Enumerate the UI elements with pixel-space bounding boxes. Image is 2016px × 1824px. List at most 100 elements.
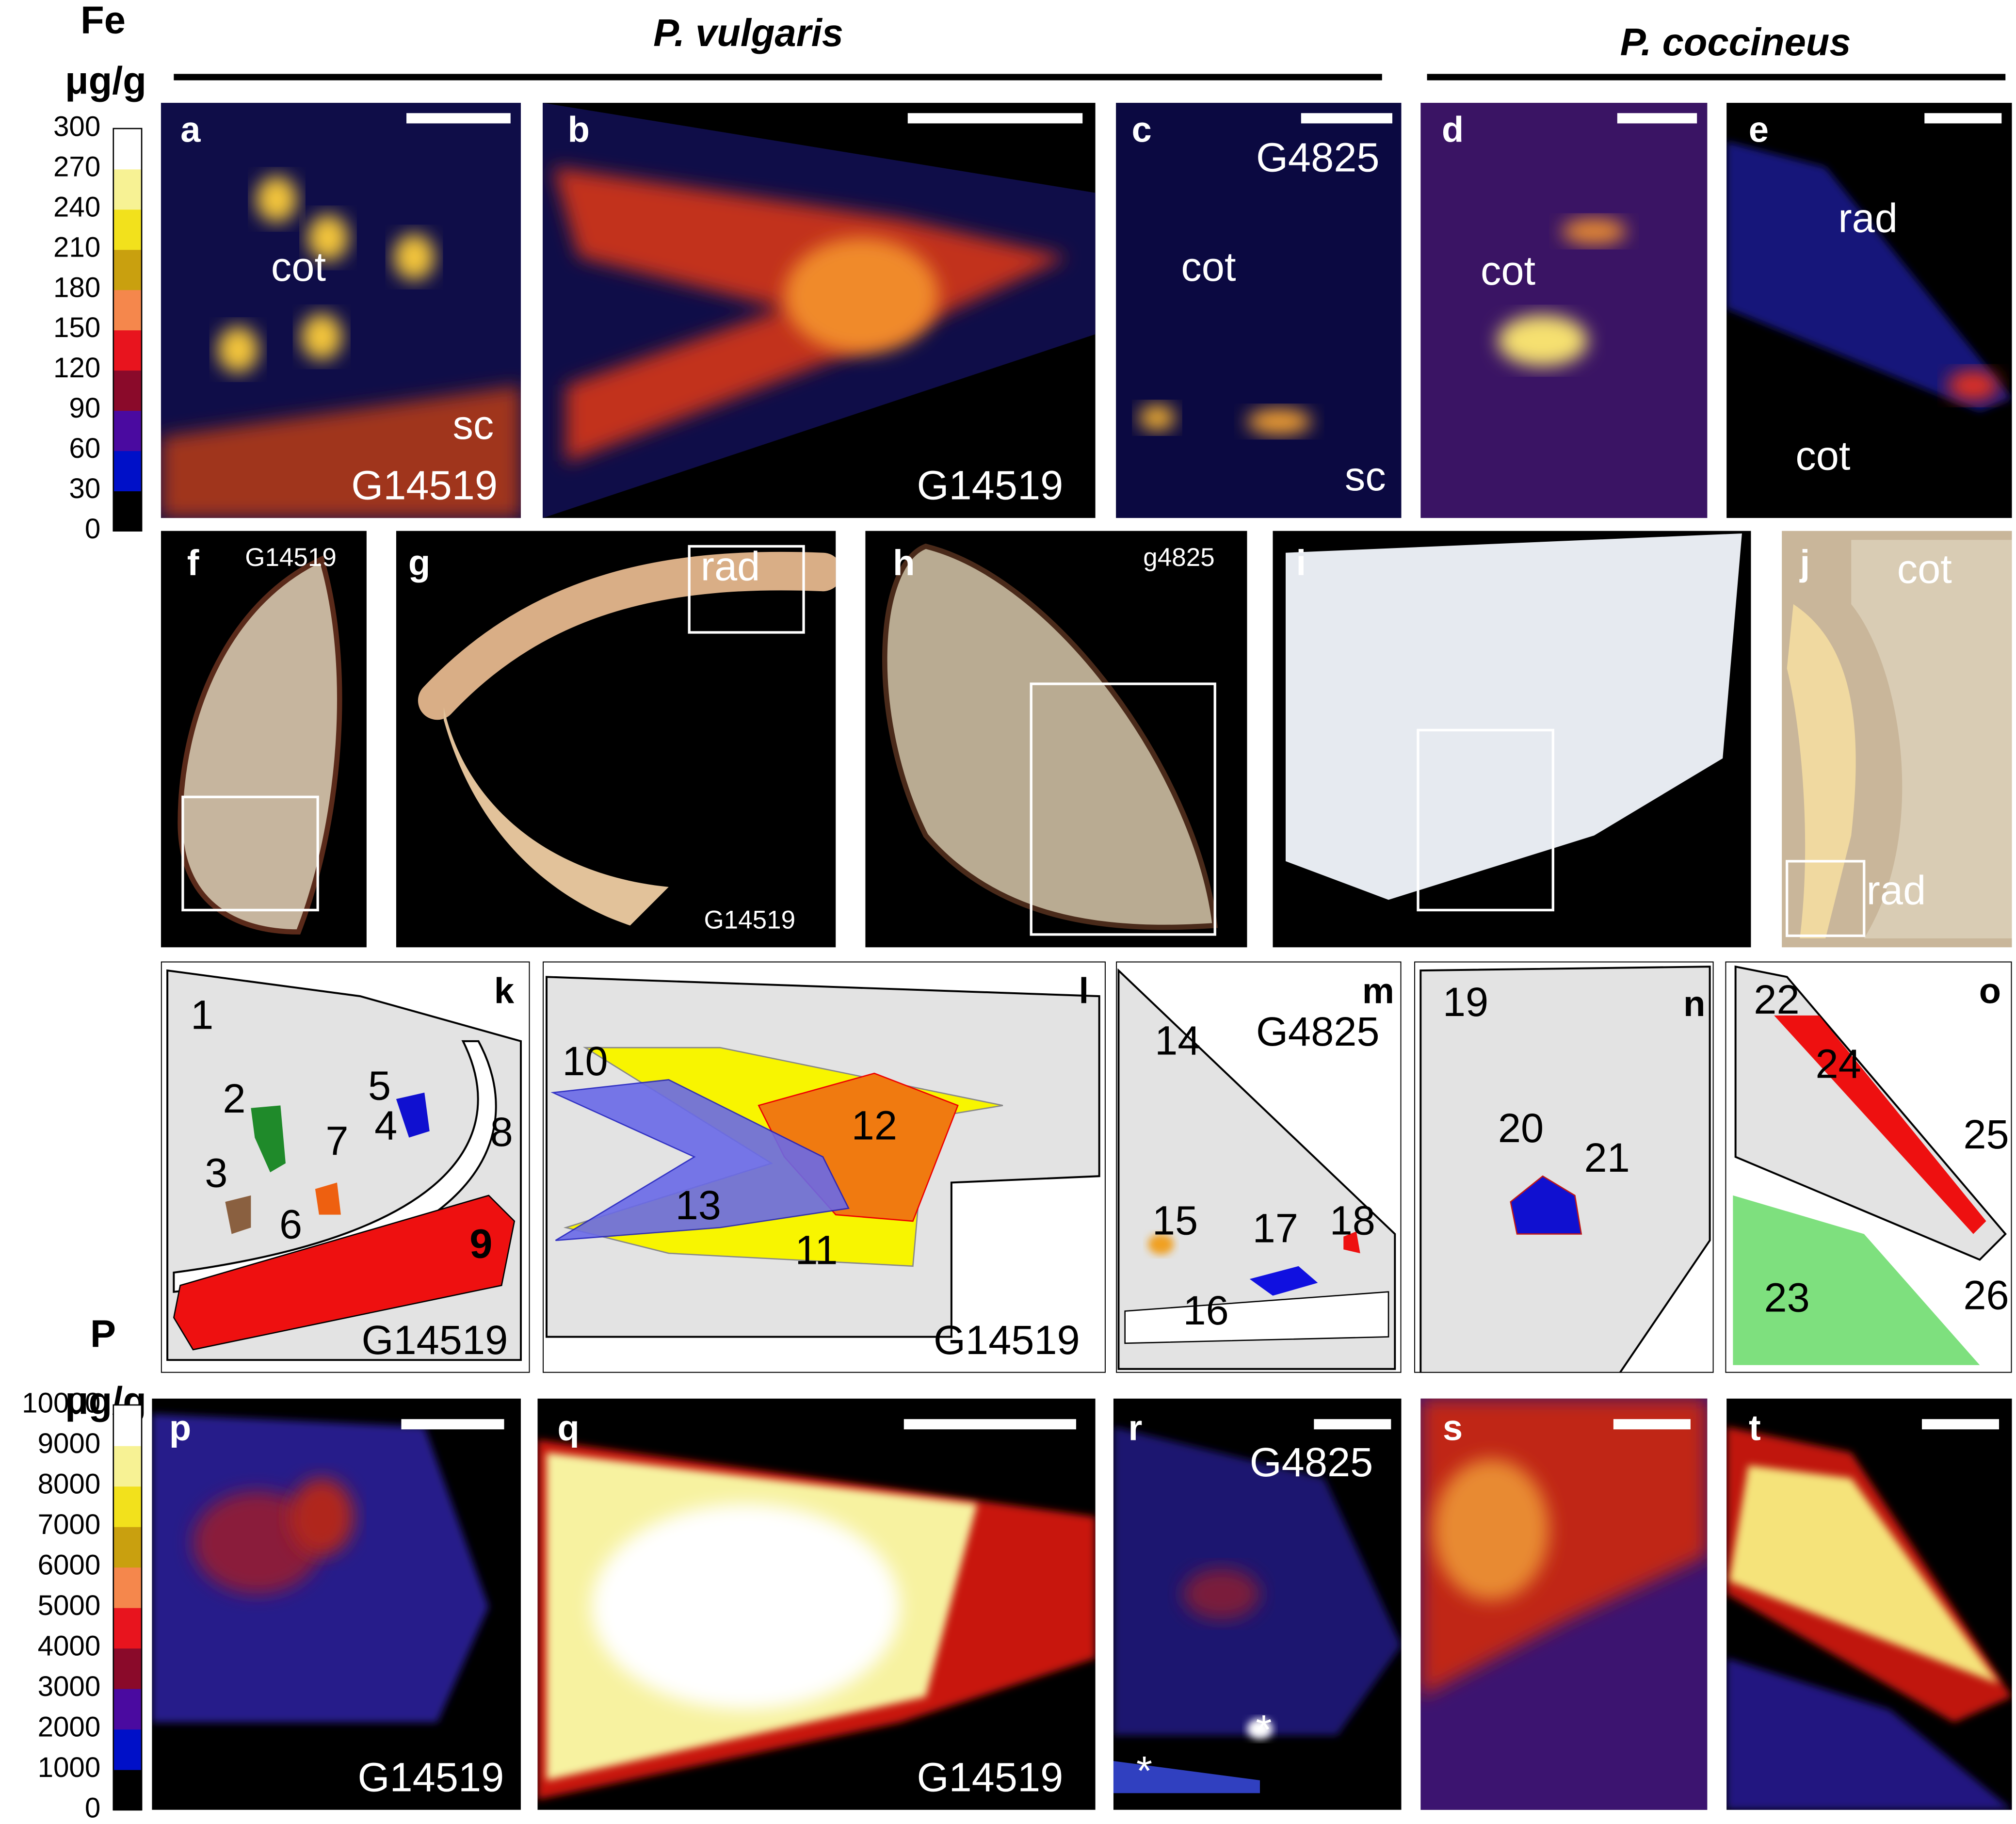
scale-swatch bbox=[113, 1769, 142, 1811]
inset-box bbox=[1417, 728, 1554, 912]
panel-label: cot bbox=[1181, 243, 1236, 290]
panel-letter: q bbox=[557, 1408, 579, 1448]
panel-label: 4 bbox=[374, 1102, 397, 1148]
scale-unit: μg/g bbox=[65, 59, 146, 102]
tissue bbox=[1113, 1427, 1402, 1736]
panel-label: sc bbox=[453, 402, 494, 448]
scale-swatch bbox=[113, 209, 142, 250]
panel-label: cot bbox=[271, 243, 326, 290]
section-outline bbox=[1117, 968, 1396, 1370]
panel-label: 10 bbox=[562, 1038, 608, 1084]
scale-swatch bbox=[113, 450, 142, 492]
scale-swatch bbox=[113, 410, 142, 452]
panel-letter: b bbox=[568, 110, 590, 150]
panel-label: 20 bbox=[1498, 1105, 1544, 1151]
panel-label: G14519 bbox=[358, 1754, 504, 1800]
scale-tick-label: 300 bbox=[53, 111, 100, 142]
scale-tick-label: 240 bbox=[53, 191, 100, 223]
scale-swatch bbox=[113, 370, 142, 411]
scale-tick-label: 1000 bbox=[38, 1752, 101, 1783]
panel-label: 5 bbox=[368, 1062, 391, 1108]
panel-label: G14519 bbox=[934, 1317, 1080, 1363]
scale-tick-label: 9000 bbox=[38, 1428, 101, 1459]
panel bbox=[161, 961, 530, 1373]
tissue bbox=[1726, 1658, 2012, 1810]
signal bbox=[256, 176, 297, 223]
region bbox=[1733, 1195, 1980, 1365]
scale-swatch bbox=[113, 1526, 142, 1568]
scale-swatch bbox=[113, 249, 142, 291]
panel-label: rad bbox=[701, 543, 760, 589]
scale-element: Fe bbox=[81, 0, 126, 42]
panel-label: G4825 bbox=[1250, 1439, 1373, 1485]
panel-label: 6 bbox=[279, 1201, 302, 1247]
scale-swatch bbox=[113, 1566, 142, 1608]
region bbox=[1343, 1231, 1360, 1254]
panel-letter: j bbox=[1799, 543, 1810, 583]
scale-swatch bbox=[113, 169, 142, 210]
scale-tick-label: 0 bbox=[85, 513, 100, 545]
panel-label: 3 bbox=[205, 1150, 227, 1196]
inset-box bbox=[1030, 682, 1216, 936]
panel-label: 13 bbox=[676, 1182, 721, 1228]
panel-label: 22 bbox=[1754, 976, 1799, 1022]
tissue bbox=[1726, 141, 2012, 412]
panel-label: g4825 bbox=[1143, 543, 1214, 572]
panel-label: G14519 bbox=[245, 543, 337, 572]
scale-swatch bbox=[113, 1607, 142, 1649]
panel-letter: h bbox=[893, 543, 915, 583]
scale-bar bbox=[1613, 1419, 1691, 1430]
panel-letter: m bbox=[1362, 970, 1394, 1011]
scale-element: P bbox=[90, 1312, 116, 1355]
signal bbox=[161, 386, 521, 518]
tissue bbox=[1420, 103, 1708, 518]
panel-letter: n bbox=[1683, 984, 1705, 1024]
signal bbox=[1947, 370, 2000, 401]
region bbox=[225, 1195, 251, 1234]
panel-letter: g bbox=[408, 543, 430, 583]
panel-label: sc bbox=[1345, 453, 1386, 499]
signal bbox=[217, 326, 259, 373]
panel bbox=[1782, 531, 2012, 948]
signal bbox=[393, 234, 435, 280]
panel-letter: r bbox=[1128, 1408, 1142, 1448]
panel bbox=[396, 531, 836, 948]
embryo bbox=[443, 707, 669, 926]
scale-bar bbox=[406, 113, 511, 124]
region bbox=[173, 1194, 516, 1351]
region bbox=[251, 1105, 286, 1173]
panel bbox=[1420, 1398, 1708, 1810]
panel bbox=[1726, 1398, 2012, 1810]
embryo bbox=[1787, 604, 1856, 938]
panel-label: 23 bbox=[1764, 1275, 1810, 1321]
scale-swatch bbox=[113, 289, 142, 331]
panel bbox=[865, 531, 1247, 948]
scale-swatch bbox=[113, 1404, 142, 1446]
panel-letter: k bbox=[494, 970, 515, 1011]
panel bbox=[161, 103, 521, 518]
signal bbox=[289, 1478, 354, 1556]
scale-tick-label: 150 bbox=[53, 312, 100, 343]
inset-box bbox=[688, 545, 805, 634]
panel bbox=[543, 961, 1106, 1373]
scale-bar bbox=[1301, 113, 1392, 124]
scale-swatch bbox=[113, 329, 142, 371]
panel-label: 16 bbox=[1183, 1287, 1229, 1333]
scale-tick-label: 210 bbox=[53, 231, 100, 263]
scale-tick-label: 8000 bbox=[38, 1468, 101, 1500]
panel-label: G4825 bbox=[1256, 134, 1380, 180]
panel-label: cot bbox=[1795, 433, 1850, 479]
panel-label: 19 bbox=[1443, 979, 1488, 1025]
tissue bbox=[1116, 103, 1402, 518]
panel-label: * bbox=[1136, 1747, 1152, 1793]
scale-tick-label: 10000 bbox=[22, 1387, 100, 1419]
panel-label: 8 bbox=[490, 1109, 513, 1155]
scale-frame bbox=[113, 128, 143, 532]
region bbox=[1510, 1175, 1582, 1235]
scale-tick-label: 7000 bbox=[38, 1509, 101, 1540]
panel bbox=[1726, 103, 2012, 518]
scale-tick-label: 90 bbox=[69, 392, 100, 424]
panel-label: G14519 bbox=[917, 462, 1064, 508]
